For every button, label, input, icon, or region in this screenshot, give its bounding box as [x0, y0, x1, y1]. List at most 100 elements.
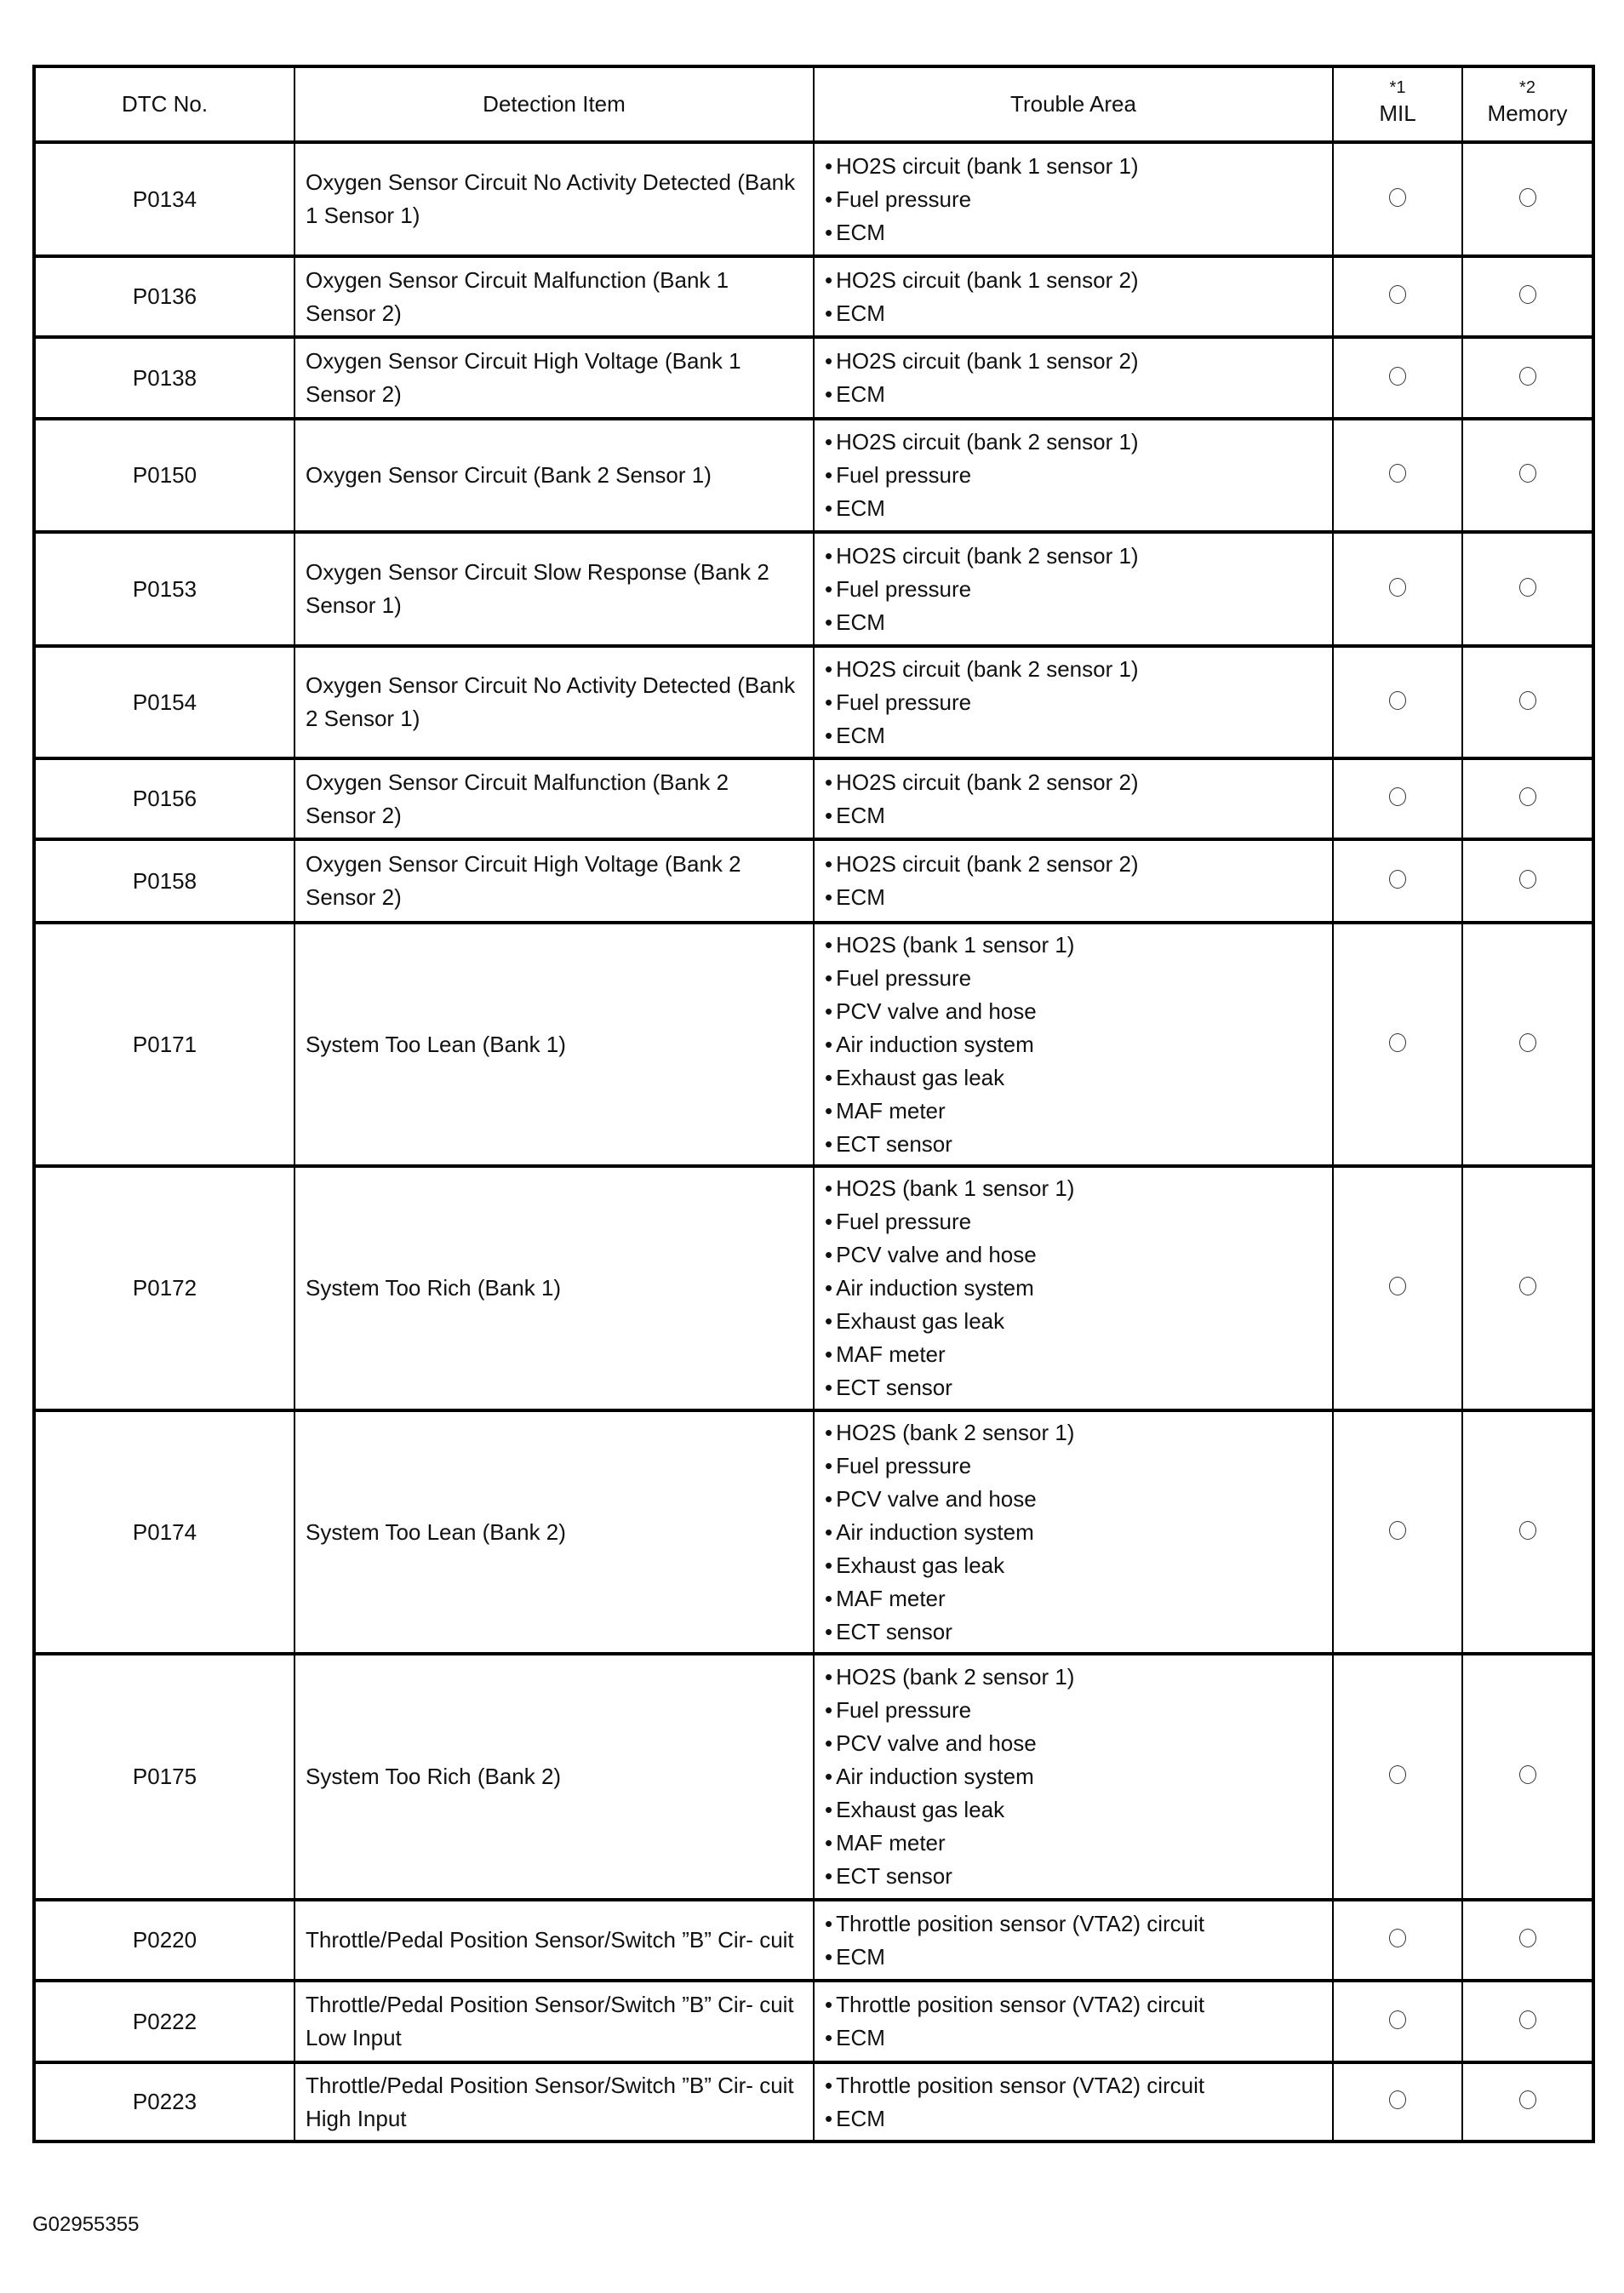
- trouble-area-cell: HO2S circuit (bank 2 sensor 2)ECM: [813, 839, 1334, 924]
- dtc-cell: P0136: [33, 256, 295, 339]
- trouble-area-cell: HO2S circuit (bank 2 sensor 1)Fuel press…: [813, 646, 1334, 760]
- dtc-cell: P0158: [33, 839, 295, 924]
- trouble-list: HO2S (bank 1 sensor 1)Fuel pressurePCV v…: [825, 929, 1332, 1161]
- mil-circle-icon: [1389, 787, 1406, 806]
- memory-cell: [1461, 142, 1594, 258]
- trouble-area-cell: Throttle position sensor (VTA2) circuitE…: [813, 1981, 1334, 2064]
- mil-circle-icon: [1389, 577, 1406, 597]
- trouble-area-cell: HO2S (bank 2 sensor 1)Fuel pressurePCV v…: [813, 1654, 1334, 1901]
- trouble-item: HO2S circuit (bank 2 sensor 1): [825, 540, 1332, 573]
- table-row: P0136 Oxygen Sensor Circuit Malfunction (…: [33, 256, 1594, 339]
- mil-cell: [1332, 1410, 1463, 1655]
- mil-circle-icon: [1389, 285, 1406, 304]
- trouble-item: Exhaust gas leak: [825, 1793, 1332, 1827]
- mil-circle-icon: [1389, 2010, 1406, 2029]
- trouble-item: HO2S (bank 1 sensor 1): [825, 1172, 1332, 1205]
- trouble-item: HO2S (bank 2 sensor 1): [825, 1661, 1332, 1694]
- trouble-item: HO2S circuit (bank 2 sensor 1): [825, 426, 1332, 459]
- memory-circle-icon: [1518, 366, 1536, 386]
- trouble-item: MAF meter: [825, 1582, 1332, 1615]
- trouble-list: Throttle position sensor (VTA2) circuitE…: [825, 1907, 1332, 1974]
- memory-cell: [1461, 646, 1594, 760]
- dtc-cell: P0150: [33, 419, 295, 534]
- mil-cell: [1332, 1654, 1463, 1901]
- memory-cell: [1461, 419, 1594, 534]
- table-row: P0156 Oxygen Sensor Circuit Malfunction (…: [33, 758, 1594, 841]
- header-dtc: DTC No.: [33, 66, 295, 144]
- dtc-cell: P0220: [33, 1900, 295, 1982]
- detection-cell: Oxygen Sensor Circuit No Activity Detect…: [294, 142, 815, 258]
- trouble-item: HO2S circuit (bank 1 sensor 1): [825, 150, 1332, 183]
- memory-cell: [1461, 839, 1594, 924]
- table-row: P0150 Oxygen Sensor Circuit (Bank 2 Senso…: [33, 419, 1594, 534]
- trouble-area-cell: HO2S circuit (bank 1 sensor 1)Fuel press…: [813, 142, 1334, 258]
- trouble-item: ECM: [825, 606, 1332, 639]
- trouble-item: Air induction system: [825, 1028, 1332, 1061]
- trouble-item: ECM: [825, 216, 1332, 249]
- dtc-cell: P0172: [33, 1166, 295, 1412]
- trouble-list: HO2S (bank 2 sensor 1)Fuel pressurePCV v…: [825, 1661, 1332, 1893]
- trouble-area-cell: HO2S (bank 2 sensor 1)Fuel pressurePCV v…: [813, 1410, 1334, 1655]
- trouble-item: Air induction system: [825, 1760, 1332, 1793]
- trouble-area-cell: Throttle position sensor (VTA2) circuitE…: [813, 1900, 1334, 1982]
- detection-cell: Oxygen Sensor Circuit (Bank 2 Sensor 1): [294, 419, 815, 534]
- mil-circle-icon: [1389, 2090, 1406, 2109]
- trouble-list: HO2S circuit (bank 1 sensor 2)ECM: [825, 264, 1332, 330]
- table-row: P0138 Oxygen Sensor Circuit High Voltage …: [33, 337, 1594, 420]
- mil-cell: [1332, 2062, 1463, 2143]
- detection-cell: Oxygen Sensor Circuit Malfunction (Bank …: [294, 758, 815, 841]
- trouble-item: ECM: [825, 297, 1332, 330]
- trouble-area-cell: HO2S circuit (bank 2 sensor 1)Fuel press…: [813, 532, 1334, 648]
- trouble-area-cell: HO2S circuit (bank 2 sensor 1)Fuel press…: [813, 419, 1334, 534]
- dtc-cell: P0134: [33, 142, 295, 258]
- memory-cell: [1461, 1654, 1594, 1901]
- trouble-item: MAF meter: [825, 1827, 1332, 1860]
- trouble-list: HO2S circuit (bank 2 sensor 2)ECM: [825, 848, 1332, 914]
- trouble-item: ECT sensor: [825, 1128, 1332, 1161]
- trouble-item: Fuel pressure: [825, 686, 1332, 719]
- trouble-list: HO2S (bank 2 sensor 1)Fuel pressurePCV v…: [825, 1416, 1332, 1649]
- detection-cell: Oxygen Sensor Circuit High Voltage (Bank…: [294, 839, 815, 924]
- trouble-item: ECM: [825, 492, 1332, 525]
- trouble-list: HO2S circuit (bank 1 sensor 1)Fuel press…: [825, 150, 1332, 249]
- table-row: P0154 Oxygen Sensor Circuit No Activity D…: [33, 646, 1594, 760]
- trouble-item: Throttle position sensor (VTA2) circuit: [825, 2069, 1332, 2102]
- trouble-item: HO2S circuit (bank 2 sensor 2): [825, 766, 1332, 799]
- detection-cell: Throttle/Pedal Position Sensor/Switch ”B…: [294, 1981, 815, 2064]
- detection-cell: Throttle/Pedal Position Sensor/Switch ”B…: [294, 1900, 815, 1982]
- detection-cell: Oxygen Sensor Circuit No Activity Detect…: [294, 646, 815, 760]
- trouble-item: Exhaust gas leak: [825, 1305, 1332, 1338]
- memory-cell: [1461, 1166, 1594, 1412]
- table-row: P0220 Throttle/Pedal Position Sensor/Swit…: [33, 1900, 1594, 1982]
- header-mil: *1 MIL: [1332, 66, 1463, 144]
- trouble-area-cell: HO2S circuit (bank 1 sensor 2)ECM: [813, 256, 1334, 339]
- header-memory: *2 Memory: [1461, 66, 1594, 144]
- mil-circle-icon: [1389, 187, 1406, 207]
- mil-cell: [1332, 532, 1463, 648]
- trouble-item: HO2S circuit (bank 2 sensor 2): [825, 848, 1332, 881]
- trouble-item: HO2S circuit (bank 2 sensor 1): [825, 653, 1332, 686]
- memory-circle-icon: [1518, 187, 1536, 207]
- memory-circle-icon: [1518, 2090, 1536, 2109]
- detection-cell: Oxygen Sensor Circuit Malfunction (Bank …: [294, 256, 815, 339]
- dtc-cell: P0138: [33, 337, 295, 420]
- trouble-item: ECM: [825, 378, 1332, 411]
- trouble-item: ECM: [825, 2102, 1332, 2136]
- memory-cell: [1461, 256, 1594, 339]
- trouble-item: HO2S (bank 2 sensor 1): [825, 1416, 1332, 1450]
- memory-circle-icon: [1518, 1765, 1536, 1784]
- detection-cell: Oxygen Sensor Circuit High Voltage (Bank…: [294, 337, 815, 420]
- table-row: P0158 Oxygen Sensor Circuit High Voltage …: [33, 839, 1594, 924]
- trouble-item: ECT sensor: [825, 1371, 1332, 1404]
- trouble-item: ECT sensor: [825, 1615, 1332, 1649]
- trouble-item: ECM: [825, 881, 1332, 914]
- trouble-item: MAF meter: [825, 1095, 1332, 1128]
- mil-circle-icon: [1389, 869, 1406, 889]
- trouble-area-cell: Throttle position sensor (VTA2) circuitE…: [813, 2062, 1334, 2143]
- memory-circle-icon: [1518, 1520, 1536, 1540]
- trouble-item: Air induction system: [825, 1272, 1332, 1305]
- trouble-area-cell: HO2S circuit (bank 1 sensor 2)ECM: [813, 337, 1334, 420]
